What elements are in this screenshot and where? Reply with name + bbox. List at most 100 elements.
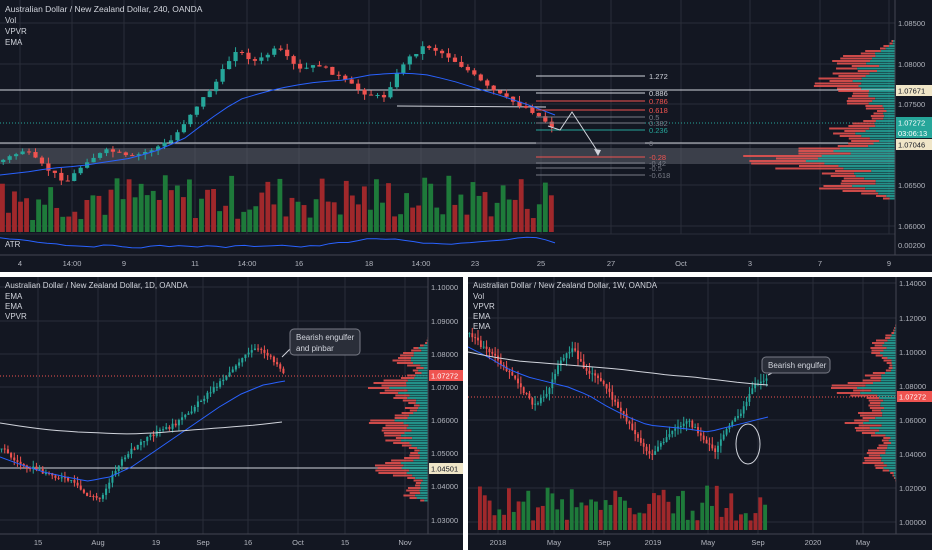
volume-bar — [598, 509, 603, 530]
vpvr-buy-bar — [407, 389, 428, 392]
candle-body — [177, 420, 180, 426]
vpvr-buy-bar — [889, 469, 896, 472]
volume-bar — [521, 501, 526, 530]
chart-pane-1w[interactable]: Bearish engulfer 1.14000 1.12000 1.10000 1.… — [468, 277, 932, 550]
volume-bar — [18, 201, 23, 232]
price-axis-tick: 1.06000 — [899, 416, 926, 425]
candle-body — [194, 106, 199, 115]
vpvr-sell-bar — [862, 379, 881, 382]
candle-body — [472, 70, 477, 75]
vpvr-sell-bar — [374, 464, 404, 467]
vpvr-sell-bar — [404, 407, 419, 409]
candle-body — [452, 57, 458, 62]
chart-1w-canvas[interactable]: Bearish engulfer 1.14000 1.12000 1.10000 1.… — [468, 277, 932, 550]
vpvr-buy-bar — [421, 372, 428, 374]
volume-bar — [739, 514, 743, 530]
candle-body — [175, 132, 180, 141]
candle-body — [104, 149, 109, 154]
volume-bar — [671, 513, 676, 530]
volume-bar — [579, 502, 584, 530]
time-axis-tick: Aug — [91, 538, 104, 547]
candle-body — [168, 427, 171, 429]
vpvr-sell-bar — [838, 75, 866, 77]
volume-bar — [502, 514, 507, 530]
price-axis-tick: 1.03000 — [431, 516, 458, 525]
volume-bar — [488, 216, 494, 232]
candle-body — [394, 72, 399, 88]
vpvr-buy-bar — [882, 105, 895, 107]
price-axis-tick: 1.07000 — [431, 383, 458, 392]
vpvr-sell-bar — [841, 180, 876, 182]
volume-bar — [36, 199, 42, 232]
vpvr-buy-bar — [871, 389, 896, 392]
candle-body — [231, 369, 234, 373]
vpvr-sell-bar — [378, 472, 407, 474]
vpvr-buy-bar — [893, 474, 896, 477]
price-axis-tick: 1.10000 — [899, 348, 926, 357]
vpvr-buy-bar — [394, 419, 428, 422]
vpvr-sell-bar — [850, 394, 878, 397]
vpvr-sell-bar — [373, 382, 407, 384]
time-axis-tick: 16 — [244, 538, 252, 547]
volume-bar — [748, 520, 753, 530]
vpvr-buy-bar — [881, 377, 896, 379]
candle-body — [614, 399, 617, 402]
vpvr-sell-bar — [838, 90, 870, 92]
candle-body — [608, 388, 611, 392]
volume-bar — [90, 195, 96, 232]
vpvr-buy-bar — [421, 482, 428, 484]
candle-body — [98, 497, 101, 499]
candle-body — [32, 466, 35, 470]
badge-upper-text: 1.07671 — [898, 87, 925, 96]
candle-body — [7, 156, 12, 160]
vpvr-buy-bar — [880, 50, 895, 52]
price-axis-tick: 1.04000 — [899, 450, 926, 459]
vpvr-buy-bar — [868, 419, 896, 422]
vpvr-buy-bar — [406, 472, 428, 474]
candle-body — [499, 360, 502, 365]
volume-bar — [42, 204, 48, 232]
volume-bar — [259, 192, 265, 232]
chart-1d-canvas[interactable]: Bearish engulfer and pinbar 1.10000 1.090… — [0, 277, 463, 550]
vpvr-sell-bar — [846, 100, 873, 102]
vpvr-buy-bar — [411, 429, 428, 432]
vpvr-buy-bar — [880, 454, 896, 457]
vpvr-sell-bar — [856, 429, 880, 432]
candle-body — [146, 436, 149, 442]
candle-body — [433, 47, 438, 51]
volume-bar — [174, 185, 180, 232]
candle-body — [63, 477, 66, 479]
vpvr-sell-bar — [398, 357, 412, 359]
vpvr-sell-bar — [409, 409, 418, 412]
vpvr-buy-bar — [416, 497, 428, 499]
volume-bar — [440, 214, 446, 232]
vpvr-buy-bar — [400, 439, 428, 442]
volume-bar — [205, 189, 210, 232]
vpvr-sell-bar — [848, 137, 870, 140]
vpvr-sell-bar — [403, 352, 414, 354]
volume-bar — [763, 504, 768, 530]
time-axis-tick: Sep — [196, 538, 209, 547]
candle-body — [336, 74, 341, 76]
vpvr-buy-bar — [888, 439, 896, 442]
vpvr-sell-bar — [837, 145, 869, 147]
candle-body — [143, 441, 146, 443]
candle-body — [611, 391, 614, 400]
candle-body — [70, 480, 73, 482]
candle-body — [668, 434, 671, 438]
vpvr-sell-bar — [894, 327, 896, 329]
pane-divider-vertical[interactable] — [463, 277, 468, 550]
vpvr-sell-bar — [871, 352, 880, 354]
vpvr-sell-bar — [416, 367, 424, 369]
candle-body — [482, 346, 485, 348]
vpvr-sell-bar — [830, 175, 856, 177]
volume-bar — [565, 519, 569, 530]
volume-bar — [72, 211, 78, 232]
chart-pane-1d[interactable]: Bearish engulfer and pinbar 1.10000 1.090… — [0, 277, 463, 550]
vpvr-buy-bar — [883, 467, 896, 469]
candle-body — [446, 53, 451, 58]
vpvr-buy-bar — [881, 459, 896, 462]
pane-divider-horizontal[interactable] — [0, 272, 932, 277]
chart-pane-4h[interactable]: 1.272 0.886 0.786 0.618 0.5 0.382 0.236 0 -0.28-… — [0, 0, 932, 272]
chart-4h-canvas[interactable]: 1.2720.8860.7860.6180.50.3820.2360-0.28-… — [0, 0, 932, 272]
